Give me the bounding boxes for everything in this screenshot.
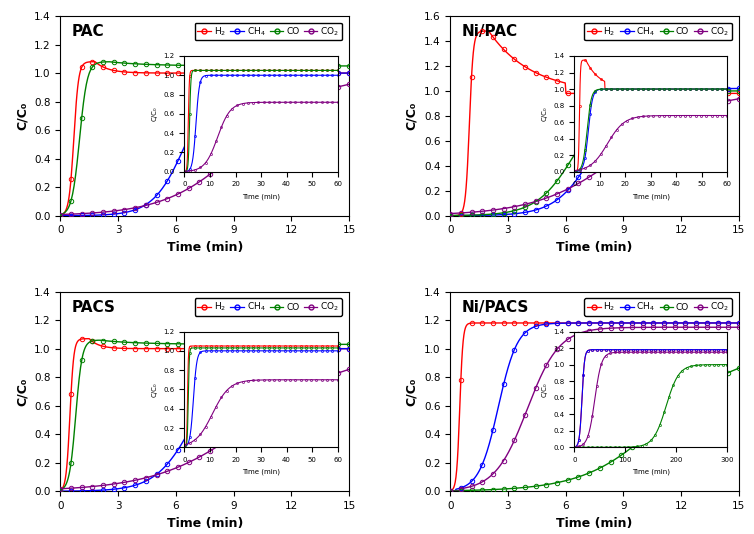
Y-axis label: C/C₀: C/C₀ [405,101,418,130]
Legend: H$_2$, CH$_4$, CO, CO$_2$: H$_2$, CH$_4$, CO, CO$_2$ [584,298,731,316]
Legend: H$_2$, CH$_4$, CO, CO$_2$: H$_2$, CH$_4$, CO, CO$_2$ [195,298,342,316]
Y-axis label: C/C₀: C/C₀ [15,377,29,406]
X-axis label: Time (min): Time (min) [556,241,633,254]
X-axis label: Time (min): Time (min) [556,516,633,530]
Legend: H$_2$, CH$_4$, CO, CO$_2$: H$_2$, CH$_4$, CO, CO$_2$ [584,22,731,41]
Y-axis label: C/C₀: C/C₀ [405,377,418,406]
Text: PAC: PAC [72,24,105,39]
X-axis label: Time (min): Time (min) [167,241,243,254]
Y-axis label: C/C₀: C/C₀ [15,101,29,130]
Text: Ni/PACS: Ni/PACS [461,300,529,315]
X-axis label: Time (min): Time (min) [167,516,243,530]
Text: PACS: PACS [72,300,116,315]
Text: Ni/PAC: Ni/PAC [461,24,518,39]
Legend: H$_2$, CH$_4$, CO, CO$_2$: H$_2$, CH$_4$, CO, CO$_2$ [195,22,342,41]
